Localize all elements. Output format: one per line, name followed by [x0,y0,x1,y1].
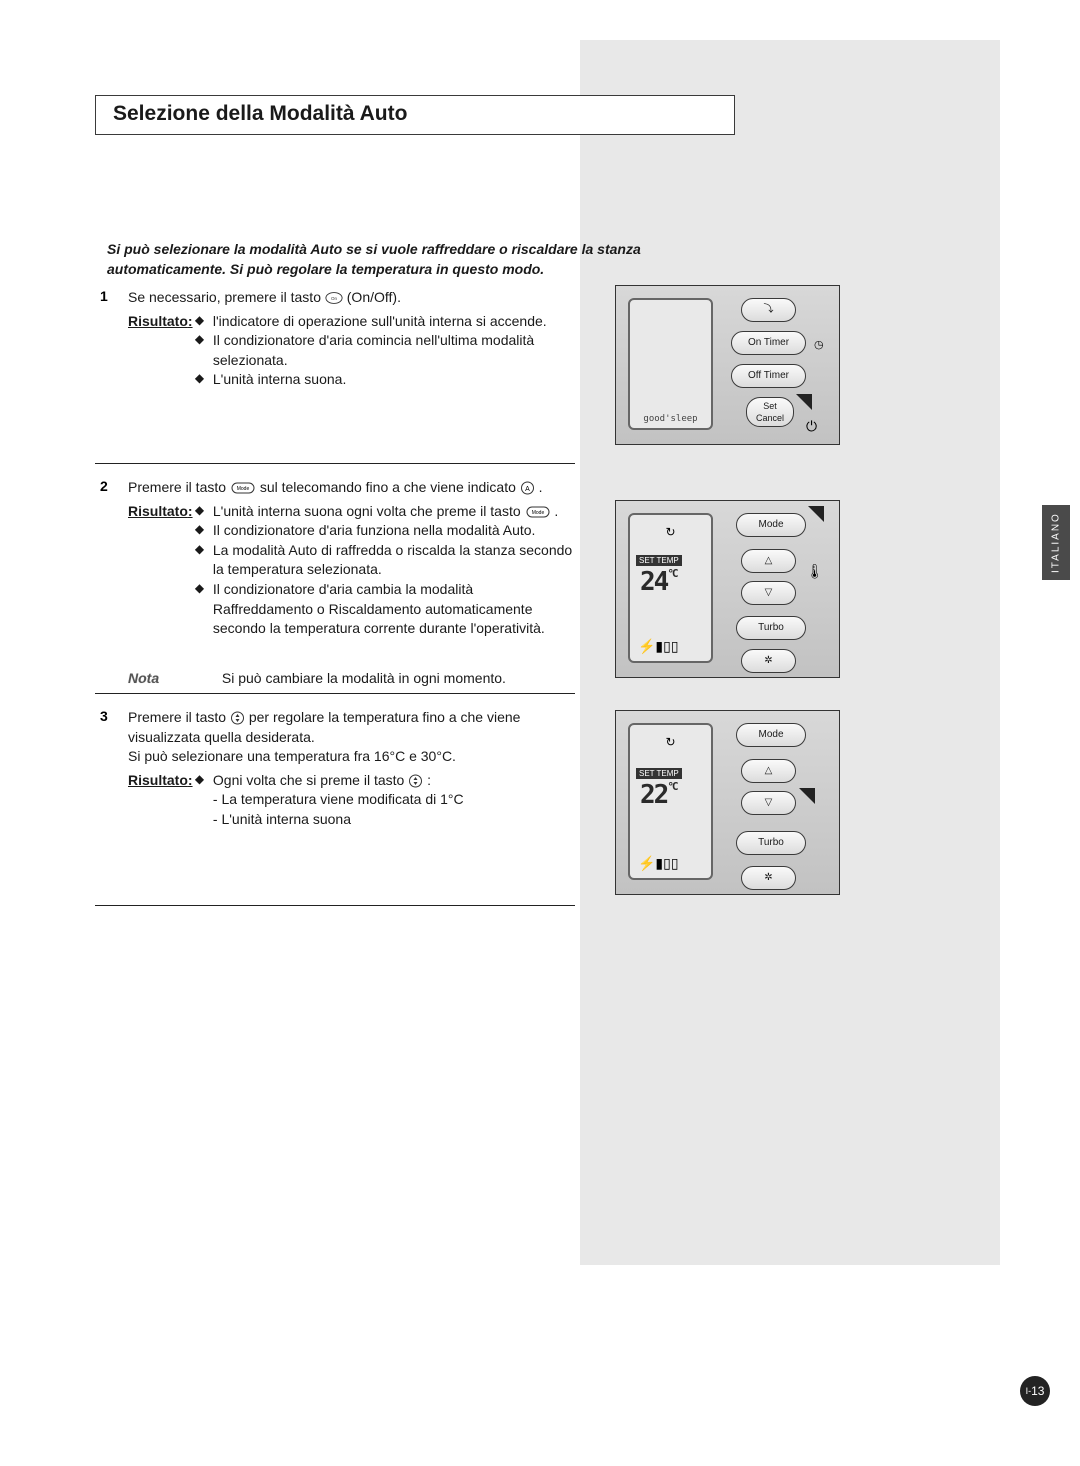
thermometer-icon: 🌡 [806,563,824,580]
remote-figure-2: ↻ SET TEMP 24°C ⚡▮▯▯ Mode △ ▽ 🌡 Turbo ✲ [615,500,840,678]
pointer-arrow-icon [808,506,824,522]
step-3: 3 Premere il tasto per regolare la tempe… [100,708,575,830]
temp-display: 24°C [640,567,677,597]
step-1: 1 Se necessario, premere il tasto On (On… [100,288,575,390]
pointer-arrow-icon [799,788,815,804]
remote-figure-3: ↻ SET TEMP 22°C ⚡▮▯▯ Mode △ ▽ Turbo ✲ [615,710,840,895]
divider [95,463,575,464]
step-1-bullet: Il condizionatore d'aria comincia nell'u… [195,331,575,370]
step-number: 1 [100,288,108,304]
mode-button: Mode [736,513,806,537]
section-header-box: Selezione della Modalità Auto [95,95,735,135]
step-1-bullet: L'unità interna suona. [195,370,575,390]
temp-updown-icon [408,774,423,788]
mode-pill-icon: Mode [525,505,551,519]
step-2-bullet: Il condizionatore d'aria cambia la modal… [195,580,575,639]
turbo-button: Turbo [736,831,806,855]
svg-text:On: On [331,296,338,301]
step-2-bullet: Il condizionatore d'aria funziona nella … [195,521,575,541]
step-2-lead-c: . [539,479,543,495]
step-3-bullet: Ogni volta che si preme il tasto : [195,771,575,791]
auto-indicator-icon: ↻ [630,735,711,749]
step-2-bullet: L'unità interna suona ogni volta che pre… [195,502,575,522]
set-temp-label: SET TEMP [636,768,682,779]
mode-pill-icon: Mode [230,481,256,495]
step-3-sub: - La temperatura viene modificata di 1°C [195,790,575,810]
turbo-button: Turbo [736,616,806,640]
risultato-label: Risultato [128,312,191,332]
set-cancel-button: SetCancel [746,397,794,427]
step-3-sub: - L'unità interna suona [195,810,575,830]
step-3-lead-a: Premere il tasto [128,709,230,725]
step-2: 2 Premere il tasto Mode sul telecomando … [100,478,575,688]
divider [95,905,575,906]
language-tab: ITALIANO [1042,505,1070,580]
off-timer-button: Off Timer [731,364,806,388]
step-number: 2 [100,478,108,494]
section-title: Selezione della Modalità Auto [113,102,717,126]
risultato-label: Risultato [128,771,191,791]
nota-label: Nota [128,669,218,689]
page-number-badge: I-13 [1020,1376,1050,1406]
step-3-lead2: Si può selezionare una temperatura fra 1… [128,747,575,767]
step-1-bullet: l'indicatore di operazione sull'unità in… [195,312,575,332]
fan-button: ✲ [741,866,796,890]
step-number: 3 [100,708,108,724]
divider [95,693,575,694]
step-2-bullet: La modalità Auto di raffredda o riscalda… [195,541,575,580]
fan-button: ✲ [741,649,796,673]
clock-icon: ◷ [814,338,824,351]
svg-text:Mode: Mode [531,510,544,516]
step-2-lead-a: Premere il tasto [128,479,230,495]
nota-text: Si può cambiare la modalità in ogni mome… [222,669,506,689]
intro-paragraph: Si può selezionare la modalità Auto se s… [107,240,647,279]
risultato-label: Risultato [128,502,191,522]
temp-down-button: ▽ [741,581,796,605]
temp-down-button: ▽ [741,791,796,815]
onoff-icon: On [325,291,343,305]
auto-icon: A [520,481,535,495]
step-2-lead-b: sul telecomando fino a che viene indicat… [260,479,520,495]
on-timer-button: On Timer [731,331,806,355]
auto-indicator-icon: ↻ [630,525,711,539]
pointer-arrow-icon [796,394,812,410]
remote-figure-1: good'sleep ⤵ On Timer Off Timer ◷ SetCan… [615,285,840,445]
step-1-lead-b: (On/Off). [347,289,401,305]
temp-updown-icon [230,711,245,725]
temp-display: 22°C [640,780,677,810]
temp-up-button: △ [741,549,796,573]
svg-text:A: A [525,486,530,493]
sleep-arrow-button: ⤵ [741,298,796,322]
set-temp-label: SET TEMP [636,555,682,566]
svg-text:Mode: Mode [237,486,250,492]
mode-button: Mode [736,723,806,747]
lcd-goodsleep-text: good'sleep [630,414,711,424]
power-icon: ⏻ [806,418,817,435]
step-1-lead-a: Se necessario, premere il tasto [128,289,325,305]
temp-up-button: △ [741,759,796,783]
